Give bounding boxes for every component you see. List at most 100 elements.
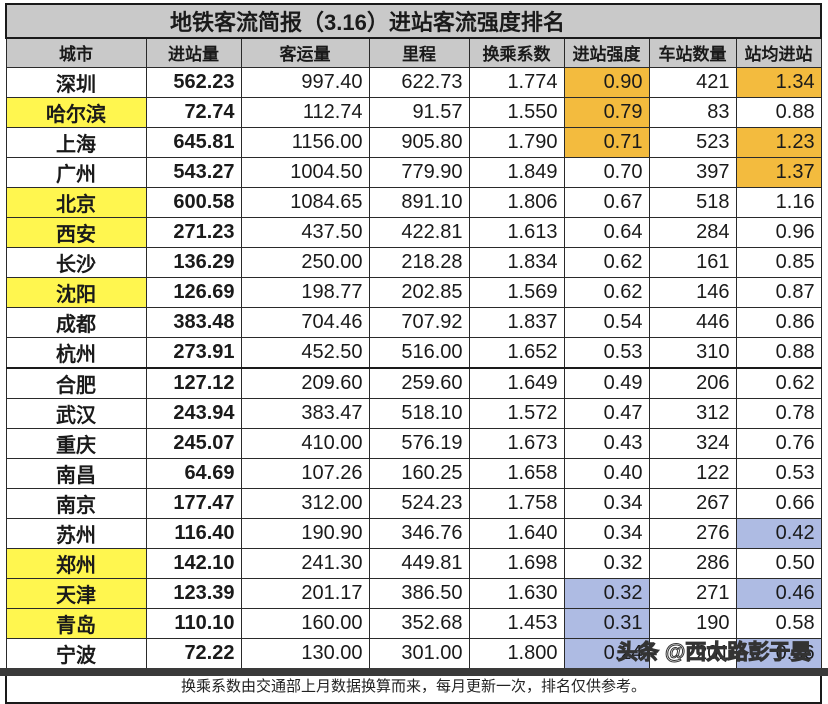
inflow-cell: 136.29 xyxy=(145,246,242,278)
transfer-cell: 1.774 xyxy=(468,66,565,98)
city-cell: 上海 xyxy=(5,126,147,158)
transfer-cell: 1.758 xyxy=(468,487,565,519)
mileage-cell: 516.00 xyxy=(368,336,470,368)
stations-cell: 276 xyxy=(648,517,737,549)
intensity-cell: 0.43 xyxy=(563,427,650,459)
volume-cell: 209.60 xyxy=(240,366,370,399)
header-city: 城市 xyxy=(5,37,147,68)
avg-cell: 0.88 xyxy=(735,336,822,368)
mileage-cell: 91.57 xyxy=(368,96,470,128)
table-row: 北京 600.58 1084.65 891.10 1.806 0.67 518 1.16 xyxy=(5,186,822,218)
stations-cell: 83 xyxy=(648,96,737,128)
avg-cell: 0.85 xyxy=(735,246,822,278)
inflow-cell: 123.39 xyxy=(145,577,242,609)
avg-cell: 0.50 xyxy=(735,547,822,579)
header-row: 城市 进站量 客运量 里程 换乘系数 进站强度 车站数量 站均进站 xyxy=(5,37,822,68)
intensity-cell: 0.32 xyxy=(563,547,650,579)
header-volume: 客运量 xyxy=(240,37,370,68)
mileage-cell: 386.50 xyxy=(368,577,470,609)
volume-cell: 437.50 xyxy=(240,216,370,248)
intensity-cell: 0.34 xyxy=(563,517,650,549)
intensity-cell: 0.31 xyxy=(563,607,650,639)
table-row: 上海 645.81 1156.00 905.80 1.790 0.71 523 1.23 xyxy=(5,126,822,158)
mileage-cell: 422.81 xyxy=(368,216,470,248)
mileage-cell: 779.90 xyxy=(368,156,470,188)
city-cell: 西安 xyxy=(5,216,147,248)
intensity-cell: 0.32 xyxy=(563,577,650,609)
mileage-cell: 259.60 xyxy=(368,366,470,399)
avg-cell: 0.78 xyxy=(735,397,822,429)
watermark: 头条 @西太路彭于晏 xyxy=(616,641,812,665)
volume-cell: 312.00 xyxy=(240,487,370,519)
transfer-cell: 1.649 xyxy=(468,366,565,399)
mileage-cell: 622.73 xyxy=(368,66,470,98)
transfer-cell: 1.800 xyxy=(468,637,565,669)
mileage-cell: 524.23 xyxy=(368,487,470,519)
city-cell: 哈尔滨 xyxy=(5,96,147,128)
inflow-cell: 271.23 xyxy=(145,216,242,248)
city-cell: 青岛 xyxy=(5,607,147,639)
stations-cell: 271 xyxy=(648,577,737,609)
avg-cell: 0.53 xyxy=(735,457,822,489)
transfer-cell: 1.640 xyxy=(468,517,565,549)
volume-cell: 704.46 xyxy=(240,306,370,338)
inflow-cell: 383.48 xyxy=(145,306,242,338)
table-row: 青岛 110.10 160.00 352.68 1.453 0.31 190 0.58 xyxy=(5,607,822,639)
intensity-cell: 0.79 xyxy=(563,96,650,128)
header-avg: 站均进站 xyxy=(735,37,822,68)
table-row: 合肥 127.12 209.60 259.60 1.649 0.49 206 0.62 xyxy=(5,366,822,399)
stations-cell: 286 xyxy=(648,547,737,579)
volume-cell: 130.00 xyxy=(240,637,370,669)
header-mileage: 里程 xyxy=(368,37,470,68)
stations-cell: 523 xyxy=(648,126,737,158)
inflow-cell: 273.91 xyxy=(145,336,242,368)
avg-cell: 0.96 xyxy=(735,216,822,248)
volume-cell: 452.50 xyxy=(240,336,370,368)
stations-cell: 201 xyxy=(648,637,737,669)
ranking-table: 地铁客流简报（3.16）进站客流强度排名 城市 进站量 客运量 里程 换乘系数 … xyxy=(4,3,823,704)
avg-cell: 0.66 xyxy=(735,487,822,519)
intensity-cell: 0.62 xyxy=(563,246,650,278)
volume-cell: 1084.65 xyxy=(240,186,370,218)
bottom-bar xyxy=(0,668,828,676)
transfer-cell: 1.849 xyxy=(468,156,565,188)
table-row: 苏州 116.40 190.90 346.76 1.640 0.34 276 0.42 xyxy=(5,517,822,549)
avg-cell: 1.34 xyxy=(735,66,822,98)
intensity-cell: 0.62 xyxy=(563,276,650,308)
table-row: 郑州 142.10 241.30 449.81 1.698 0.32 286 0.50 xyxy=(5,547,822,579)
avg-cell: 1.23 xyxy=(735,126,822,158)
inflow-cell: 116.40 xyxy=(145,517,242,549)
stations-cell: 324 xyxy=(648,427,737,459)
transfer-cell: 1.613 xyxy=(468,216,565,248)
intensity-cell: 0.67 xyxy=(563,186,650,218)
header-intensity: 进站强度 xyxy=(563,37,650,68)
city-cell: 北京 xyxy=(5,186,147,218)
inflow-cell: 127.12 xyxy=(145,366,242,399)
volume-cell: 997.40 xyxy=(240,66,370,98)
inflow-cell: 562.23 xyxy=(145,66,242,98)
transfer-cell: 1.837 xyxy=(468,306,565,338)
transfer-cell: 1.652 xyxy=(468,336,565,368)
city-cell: 南昌 xyxy=(5,457,147,489)
inflow-cell: 177.47 xyxy=(145,487,242,519)
avg-cell: 0.36 xyxy=(735,637,822,669)
stations-cell: 446 xyxy=(648,306,737,338)
inflow-cell: 110.10 xyxy=(145,607,242,639)
mileage-cell: 160.25 xyxy=(368,457,470,489)
transfer-cell: 1.698 xyxy=(468,547,565,579)
header-transfer: 换乘系数 xyxy=(468,37,565,68)
intensity-cell: 0.71 xyxy=(563,126,650,158)
table-row: 天津 123.39 201.17 386.50 1.630 0.32 271 0.46 xyxy=(5,577,822,609)
stations-cell: 421 xyxy=(648,66,737,98)
intensity-cell: 0.47 xyxy=(563,397,650,429)
table-row: 广州 543.27 1004.50 779.90 1.849 0.70 397 1.37 xyxy=(5,156,822,188)
avg-cell: 1.16 xyxy=(735,186,822,218)
mileage-cell: 346.76 xyxy=(368,517,470,549)
table-title: 地铁客流简报（3.16）进站客流强度排名 xyxy=(4,3,823,39)
table-row: 沈阳 126.69 198.77 202.85 1.569 0.62 146 0.87 xyxy=(5,276,822,308)
transfer-cell: 1.658 xyxy=(468,457,565,489)
intensity-cell: 0.34 xyxy=(563,487,650,519)
stations-cell: 190 xyxy=(648,607,737,639)
inflow-cell: 72.22 xyxy=(145,637,242,669)
city-cell: 杭州 xyxy=(5,336,147,368)
